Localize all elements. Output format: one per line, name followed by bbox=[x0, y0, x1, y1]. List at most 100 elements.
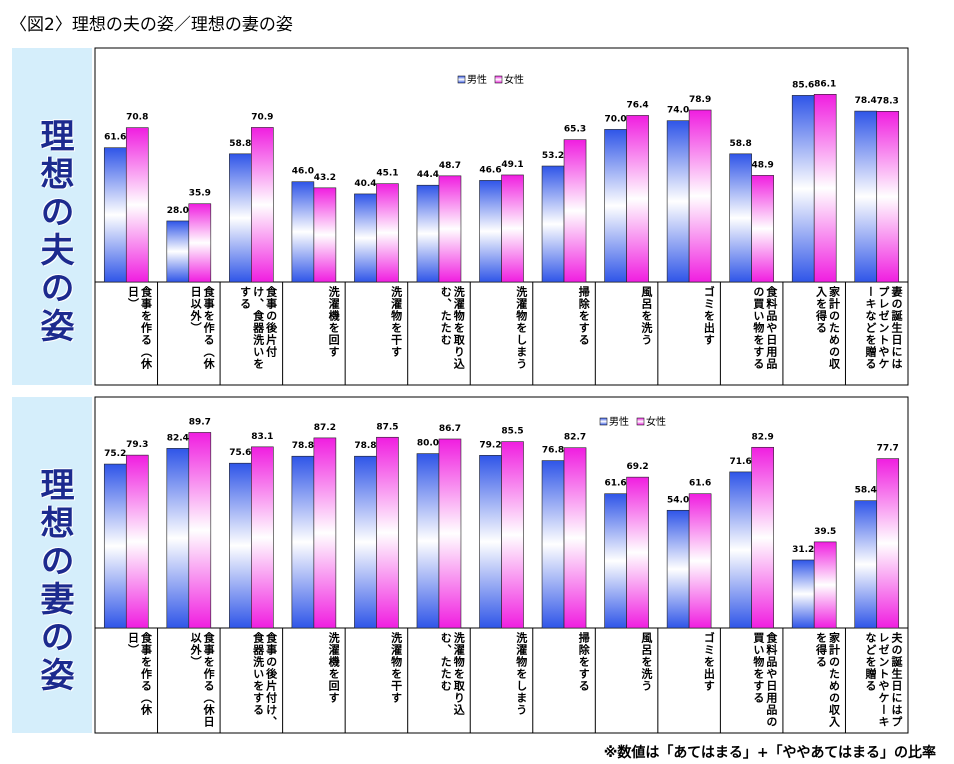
legend-label: 女性 bbox=[646, 415, 666, 428]
value-label: 87.2 bbox=[314, 423, 336, 433]
bar bbox=[501, 441, 524, 629]
value-label: 61.6 bbox=[689, 479, 711, 489]
legend-swatch bbox=[599, 417, 608, 426]
bar bbox=[291, 181, 315, 283]
legend-swatch bbox=[636, 417, 645, 426]
value-label: 75.2 bbox=[104, 449, 126, 459]
bar bbox=[354, 455, 377, 629]
bar bbox=[416, 453, 440, 629]
legend-label: 女性 bbox=[504, 73, 524, 86]
page-title: 〈図2〉理想の夫の姿／理想の妻の姿 bbox=[10, 15, 293, 35]
value-label: 70.9 bbox=[251, 112, 273, 122]
value-label: 39.5 bbox=[814, 527, 836, 537]
value-label: 44.4 bbox=[417, 170, 439, 180]
value-label: 61.6 bbox=[104, 133, 126, 143]
x-tick-label: 食事を作る（休日以外） bbox=[189, 632, 216, 728]
bar bbox=[666, 120, 690, 283]
x-tick-label: ゴミを出す bbox=[702, 632, 716, 692]
value-label: 53.2 bbox=[542, 151, 564, 161]
x-tick-label: 洗濯物をしまう bbox=[514, 632, 528, 716]
value-label: 75.6 bbox=[229, 448, 251, 458]
value-label: 82.4 bbox=[167, 433, 189, 443]
bar bbox=[479, 455, 502, 629]
x-tick-label: 食事の後片付け、食器洗いをする bbox=[251, 632, 278, 728]
bar bbox=[876, 111, 900, 283]
bar bbox=[103, 463, 127, 629]
value-label: 40.4 bbox=[354, 179, 376, 189]
x-tick-label: 掃除をする bbox=[577, 632, 591, 692]
value-label: 69.2 bbox=[626, 462, 648, 472]
bar bbox=[854, 500, 878, 629]
x-tick-label: 洗濯物をしまう bbox=[514, 286, 528, 370]
bar bbox=[666, 509, 690, 629]
value-label: 58.8 bbox=[730, 139, 752, 149]
bar bbox=[813, 94, 837, 283]
bar bbox=[479, 180, 502, 283]
value-label: 85.6 bbox=[792, 80, 814, 90]
footnote: ※数値は「あてはまる」+「ややあてはまる」の比率 bbox=[603, 745, 936, 761]
value-label: 58.4 bbox=[855, 486, 877, 496]
value-label: 82.7 bbox=[564, 433, 586, 443]
bar bbox=[751, 446, 774, 629]
bar bbox=[688, 493, 712, 629]
bar bbox=[626, 476, 649, 629]
bar bbox=[166, 220, 190, 283]
x-tick-label: 夫の誕生日にはプレゼントやケーキなどを贈る bbox=[863, 632, 903, 728]
legend-swatch bbox=[494, 75, 503, 84]
value-label: 28.0 bbox=[167, 206, 189, 216]
x-tick-label: 洗濯物を取り込む、たたむ bbox=[439, 632, 466, 716]
value-label: 78.9 bbox=[689, 95, 711, 105]
value-label: 61.6 bbox=[604, 479, 626, 489]
x-tick-label: 洗濯機を回す bbox=[327, 286, 341, 358]
x-tick-label: 風呂を洗う bbox=[639, 286, 653, 346]
value-label: 85.5 bbox=[501, 427, 523, 437]
value-label: 54.0 bbox=[667, 495, 689, 505]
bar bbox=[876, 458, 900, 629]
bar bbox=[438, 175, 462, 283]
value-label: 70.8 bbox=[126, 113, 148, 123]
x-tick-label: 洗濯物を取り込む、たたむ bbox=[439, 286, 466, 370]
value-label: 89.7 bbox=[189, 417, 211, 427]
bar bbox=[688, 109, 712, 283]
x-tick-label: 食料品や日用品の買い物をする bbox=[751, 632, 778, 728]
bar bbox=[376, 436, 399, 629]
bar bbox=[604, 493, 627, 629]
value-label: 46.0 bbox=[292, 167, 314, 177]
bar bbox=[541, 460, 565, 629]
bar bbox=[604, 129, 627, 283]
value-label: 58.8 bbox=[229, 139, 251, 149]
value-label: 70.0 bbox=[604, 114, 626, 124]
bar bbox=[229, 462, 252, 629]
x-tick-label: ゴミを出す bbox=[702, 286, 716, 346]
value-label: 78.8 bbox=[292, 441, 314, 451]
x-tick-label: 食事の後片付け、食器洗いをする bbox=[238, 286, 278, 370]
x-tick-label: 洗濯機を回す bbox=[327, 632, 341, 704]
value-label: 48.7 bbox=[439, 161, 461, 171]
value-label: 82.9 bbox=[752, 432, 774, 442]
x-tick-label: 家計のための収入を得る bbox=[814, 286, 841, 370]
value-label: 49.1 bbox=[501, 160, 523, 170]
bar bbox=[313, 437, 337, 629]
bar bbox=[166, 448, 190, 629]
bar bbox=[438, 438, 462, 629]
x-tick-label: 食事を作る（休日以外） bbox=[189, 286, 216, 370]
bar bbox=[813, 541, 837, 629]
value-label: 31.2 bbox=[792, 545, 814, 555]
legend-label: 男性 bbox=[467, 73, 487, 86]
value-label: 86.1 bbox=[814, 79, 836, 89]
bar bbox=[563, 447, 587, 629]
value-label: 78.3 bbox=[877, 96, 899, 106]
value-label: 83.1 bbox=[251, 432, 273, 442]
x-tick-label: 食事を作る（休日） bbox=[126, 632, 153, 716]
value-label: 65.3 bbox=[564, 125, 586, 135]
value-label: 79.3 bbox=[126, 440, 148, 450]
value-label: 80.0 bbox=[417, 439, 439, 449]
bar bbox=[188, 432, 212, 629]
bar bbox=[313, 187, 337, 283]
x-tick-label: 風呂を洗う bbox=[639, 632, 653, 692]
bar bbox=[541, 165, 565, 283]
bar bbox=[251, 127, 274, 283]
x-tick-label: 洗濯物を干す bbox=[389, 632, 403, 704]
value-label: 87.5 bbox=[376, 422, 398, 432]
